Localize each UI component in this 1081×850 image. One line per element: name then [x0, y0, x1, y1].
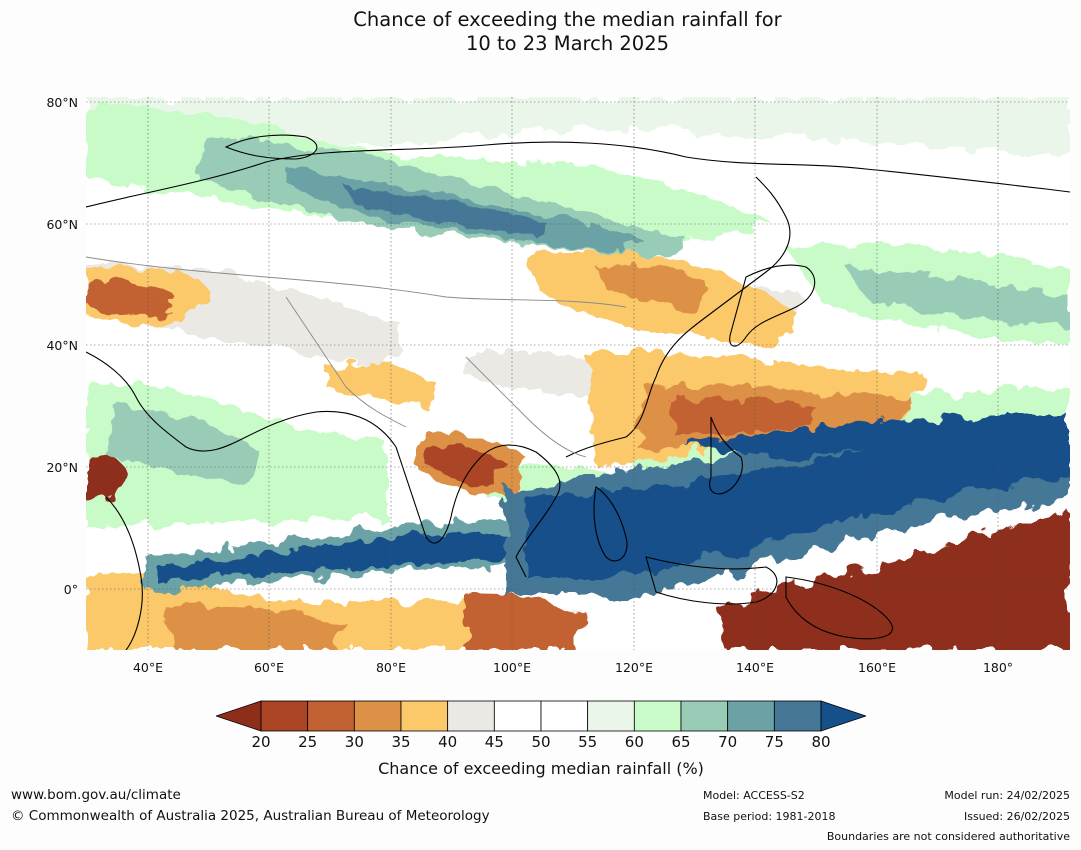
footer-model: Model: ACCESS-S2 [703, 789, 805, 802]
lat-label-60n: 60°N [46, 217, 78, 232]
colorbar [216, 700, 866, 732]
colorbar-tick-label: 35 [391, 733, 411, 751]
footer-base-period: Base period: 1981-2018 [703, 810, 836, 823]
lat-label-0: 0° [63, 582, 78, 597]
lon-label-80e: 80°E [375, 660, 407, 675]
colorbar-tick-label: 50 [531, 733, 551, 751]
lon-label-180: 180° [982, 660, 1014, 675]
title-line-1: Chance of exceeding the median rainfall … [353, 8, 782, 31]
rainfall-probability-map [86, 97, 1070, 650]
colorbar-cell [493, 700, 542, 732]
probability-fields [86, 97, 1070, 650]
colorbar-tick-label: 65 [671, 733, 691, 751]
lat-label-40n: 40°N [46, 338, 78, 353]
footer-url: www.bom.gov.au/climate [11, 787, 181, 803]
colorbar-cell [260, 700, 309, 732]
colorbar-cell [447, 700, 495, 732]
colorbar-tick-label: 45 [484, 733, 504, 751]
footer-model-run: Model run: 24/02/2025 [944, 789, 1070, 802]
colorbar-cell [400, 700, 449, 732]
colorbar-tick-label: 80 [811, 733, 831, 751]
colorbar-tick-label: 30 [344, 733, 364, 751]
title-line-2: 10 to 23 March 2025 [465, 32, 670, 55]
colorbar-tick-label: 55 [578, 733, 598, 751]
footer-copyright: © Commonwealth of Australia 2025, Austra… [11, 808, 490, 824]
colorbar-cell [307, 700, 355, 732]
country-borders [86, 256, 627, 458]
footer-issued: Issued: 26/02/2025 [963, 810, 1070, 823]
colorbar-tick-label: 60 [624, 733, 644, 751]
coastlines [86, 134, 1070, 650]
lon-label-140e: 140°E [735, 660, 775, 675]
colorbar-cell [680, 700, 729, 732]
colorbar-cell [773, 700, 822, 732]
colorbar-tick-label: 70 [718, 733, 738, 751]
colorbar-extend-low [216, 700, 262, 732]
colorbar-tick-label: 20 [251, 733, 271, 751]
colorbar-cell [540, 700, 589, 732]
graticule [86, 97, 1070, 650]
lon-label-120e: 120°E [614, 660, 654, 675]
colorbar-cell [587, 700, 635, 732]
footer-boundaries-note: Boundaries are not considered authoritat… [826, 830, 1070, 843]
colorbar-cell [727, 700, 775, 732]
colorbar-tick-label: 25 [298, 733, 318, 751]
colorbar-label: Chance of exceeding median rainfall (%) [378, 759, 704, 778]
lat-label-20n: 20°N [46, 460, 78, 475]
colorbar-cell [633, 700, 682, 732]
colorbar-tick-label: 75 [764, 733, 784, 751]
lon-label-40e: 40°E [132, 660, 164, 675]
colorbar-tick-label: 40 [438, 733, 458, 751]
map-title: Chance of exceeding the median rainfall … [0, 8, 1081, 56]
lon-label-100e: 100°E [492, 660, 532, 675]
lon-label-160e: 160°E [857, 660, 897, 675]
colorbar-extend-high [820, 700, 866, 732]
lon-label-60e: 60°E [253, 660, 285, 675]
lat-label-80n: 80°N [46, 95, 78, 110]
colorbar-cell [353, 700, 402, 732]
